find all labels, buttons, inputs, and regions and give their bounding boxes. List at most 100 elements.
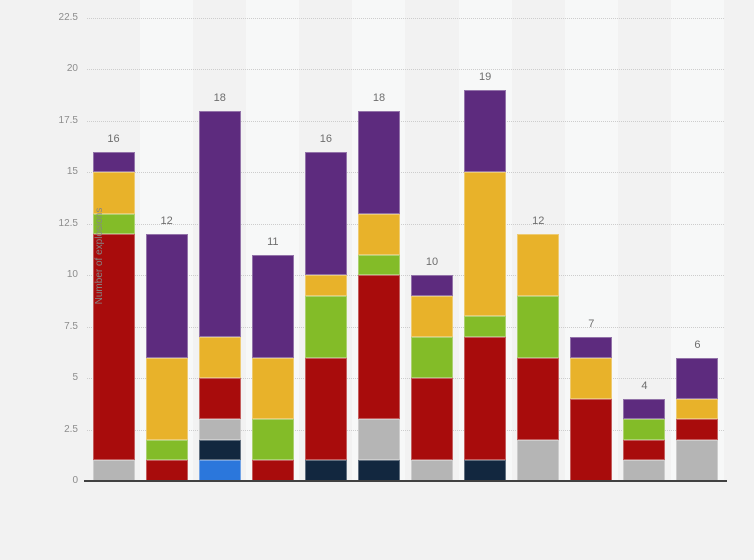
bar-segment-red[interactable] (92, 234, 135, 461)
bar-segment-purple[interactable] (198, 110, 241, 337)
gridline (87, 18, 724, 19)
bar-segment-green[interactable] (145, 439, 188, 461)
bar-segment-red[interactable] (464, 336, 507, 461)
bar-column[interactable] (251, 254, 294, 481)
bar-total-label: 12 (160, 215, 173, 228)
y-axis-tick-label: 20 (66, 63, 78, 75)
bar-column[interactable] (145, 234, 188, 481)
bar-segment-red[interactable] (411, 378, 454, 461)
bar-segment-red[interactable] (357, 275, 400, 420)
bar-total-label: 16 (107, 132, 120, 145)
gridline (87, 378, 724, 380)
bar-column[interactable] (198, 110, 241, 481)
bar-segment-yellow[interactable] (251, 357, 294, 420)
y-axis-tick-label: 12.5 (58, 217, 78, 229)
bar-segment-green[interactable] (464, 316, 507, 337)
y-axis-tick-label: 15 (66, 166, 78, 178)
bar-segment-yellow[interactable] (411, 295, 454, 337)
bar-segment-yellow[interactable] (145, 357, 188, 440)
gridline (87, 69, 724, 71)
bar-segment-green[interactable] (304, 295, 347, 358)
bar-segment-purple[interactable] (251, 254, 294, 358)
bar-column[interactable] (92, 151, 135, 481)
bar-column[interactable] (623, 398, 666, 481)
bar-segment-green[interactable] (251, 419, 294, 461)
bar-segment-red[interactable] (623, 439, 666, 461)
y-axis-tick-label: 5 (72, 372, 78, 384)
bar-total-label: 10 (425, 256, 439, 269)
gridline (87, 326, 724, 328)
bar-segment-yellow[interactable] (464, 172, 507, 317)
y-axis-tick-label: 17.5 (58, 114, 78, 126)
bar-segment-yellow[interactable] (304, 275, 347, 296)
bar-column[interactable] (517, 234, 560, 481)
bar-segment-yellow[interactable] (92, 172, 135, 214)
plot-area: 16 12 18 11 16 18 10 19 12 7 4 6 Number of explosio… (84, 0, 727, 482)
bar-segment-gray[interactable] (623, 460, 666, 481)
bar-column[interactable] (411, 275, 454, 481)
bar-total-label: 18 (213, 91, 226, 104)
gridline (87, 275, 724, 277)
bar-segment-red[interactable] (145, 460, 188, 481)
bar-segment-green[interactable] (357, 254, 400, 276)
bar-segment-yellow[interactable] (198, 336, 241, 379)
bar-segment-gray[interactable] (517, 439, 560, 481)
bar-total-label: 16 (319, 132, 332, 145)
x-axis-line (84, 480, 727, 482)
bar-segment-purple[interactable] (145, 234, 188, 358)
bar-segment-purple[interactable] (676, 357, 719, 399)
bar-segment-purple[interactable] (411, 275, 454, 296)
y-axis-tick-label: 22.5 (58, 12, 78, 23)
bar-segment-blue[interactable] (198, 460, 241, 481)
bar-column[interactable] (304, 151, 347, 481)
bar-total-label: 7 (588, 317, 595, 330)
y-axis-tick-label: 10 (66, 269, 78, 281)
bar-column[interactable] (357, 110, 400, 481)
bar-total-label: 12 (532, 215, 545, 228)
bar-segment-purple[interactable] (357, 110, 400, 214)
gridline (87, 120, 724, 122)
bar-column[interactable] (464, 90, 507, 481)
bar-segment-gray[interactable] (198, 419, 241, 440)
bar-segment-red[interactable] (517, 357, 560, 440)
bar-segment-dark-navy[interactable] (304, 460, 347, 481)
bar-total-label: 4 (641, 379, 648, 392)
gridline (87, 429, 724, 431)
bar-segment-red[interactable] (251, 460, 294, 481)
bar-segment-purple[interactable] (570, 336, 613, 358)
bar-total-label: 6 (694, 338, 701, 351)
bar-column[interactable] (676, 357, 719, 481)
bar-segment-red[interactable] (570, 398, 613, 481)
bar-segment-dark-navy[interactable] (464, 460, 507, 481)
bar-segment-gray[interactable] (357, 419, 400, 461)
bar-segment-purple[interactable] (623, 398, 666, 420)
bar-segment-yellow[interactable] (517, 234, 560, 296)
bar-segment-red[interactable] (304, 357, 347, 461)
bar-segment-green[interactable] (623, 419, 666, 440)
gridline (87, 223, 724, 225)
bar-segment-dark-navy[interactable] (198, 439, 241, 461)
y-axis-tick-label: 0 (72, 475, 78, 486)
bar-segment-red[interactable] (676, 419, 719, 440)
bar-segment-green[interactable] (411, 336, 454, 379)
bar-total-label: 19 (479, 71, 492, 84)
y-axis-tick-label: 2.5 (64, 423, 78, 435)
bar-segment-gray[interactable] (92, 460, 135, 481)
bar-total-label: 18 (372, 91, 386, 104)
bar-segment-purple[interactable] (304, 151, 347, 276)
gridline (87, 172, 724, 174)
bar-segment-gray[interactable] (411, 460, 454, 481)
bar-segment-yellow[interactable] (676, 398, 719, 420)
bar-segment-purple[interactable] (92, 151, 135, 173)
bar-segment-gray[interactable] (676, 439, 719, 481)
bar-segment-red[interactable] (198, 378, 241, 420)
bar-segment-green[interactable] (92, 213, 135, 235)
bar-segment-dark-navy[interactable] (357, 460, 400, 481)
bar-segment-yellow[interactable] (357, 213, 400, 255)
bar-total-label: 11 (267, 235, 279, 248)
bar-segment-purple[interactable] (464, 90, 507, 173)
bar-segment-yellow[interactable] (570, 357, 613, 399)
bar-column[interactable] (570, 336, 613, 481)
bar-segment-green[interactable] (517, 295, 560, 358)
